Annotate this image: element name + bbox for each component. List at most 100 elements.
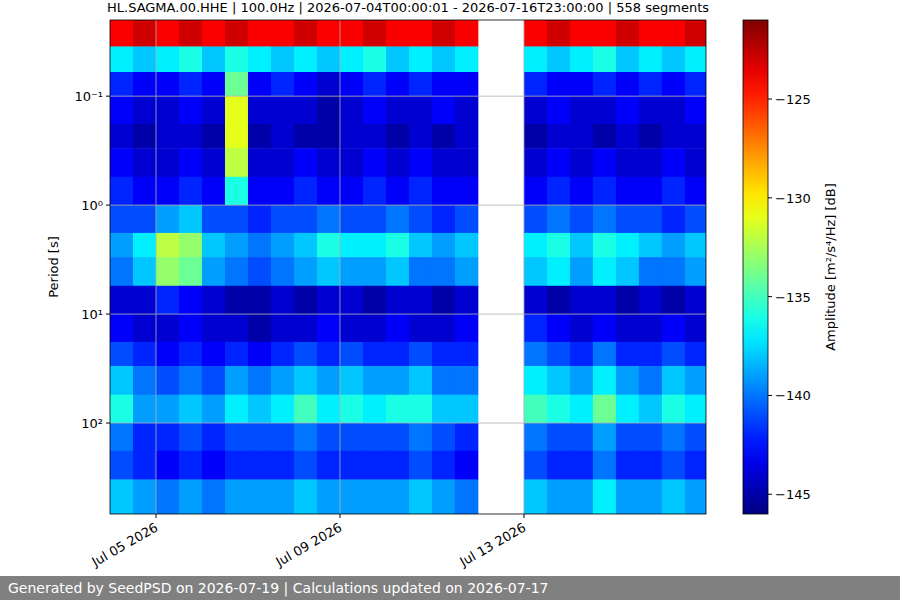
- cell: [524, 205, 547, 233]
- cell: [616, 205, 639, 233]
- cell: [294, 72, 317, 97]
- grid-line: [110, 423, 706, 424]
- cell: [570, 124, 593, 149]
- cell: [386, 286, 409, 315]
- y-tick-label: 10¹: [81, 307, 103, 322]
- cell: [294, 451, 317, 480]
- cell: [225, 451, 248, 480]
- cell: [662, 148, 685, 177]
- cell: [386, 148, 409, 177]
- cell: [156, 72, 179, 97]
- cell: [248, 257, 271, 286]
- cell: [202, 342, 225, 367]
- cell: [593, 46, 616, 72]
- cell: [317, 314, 340, 342]
- cell: [248, 46, 271, 72]
- cell: [294, 124, 317, 149]
- y-tick: [106, 423, 110, 424]
- cell: [386, 96, 409, 124]
- cell: [570, 395, 593, 424]
- cell: [179, 72, 202, 97]
- cell: [570, 423, 593, 451]
- cell: [271, 233, 294, 258]
- cell: [524, 72, 547, 97]
- colorbar-tick-label: −125: [775, 92, 811, 107]
- cell: [317, 366, 340, 395]
- cell: [432, 20, 455, 47]
- cell: [110, 366, 133, 395]
- cell: [386, 46, 409, 72]
- cell: [409, 233, 432, 258]
- cell: [547, 148, 570, 177]
- cell: [248, 96, 271, 124]
- cell: [202, 366, 225, 395]
- cell: [110, 423, 133, 451]
- cell: [156, 286, 179, 315]
- cell: [386, 124, 409, 149]
- cell: [570, 286, 593, 315]
- cell: [616, 342, 639, 367]
- cell: [409, 72, 432, 97]
- colorbar-title: Amplitude [m²/s⁴/Hz] [dB]: [823, 183, 838, 351]
- cell: [294, 395, 317, 424]
- cell: [455, 366, 478, 395]
- cell: [179, 366, 202, 395]
- cell: [685, 96, 706, 124]
- cell: [570, 342, 593, 367]
- grid-line: [110, 96, 706, 97]
- cell: [156, 148, 179, 177]
- cell: [432, 451, 455, 480]
- cell: [386, 177, 409, 206]
- cell: [179, 177, 202, 206]
- x-tick: [155, 514, 156, 518]
- cell: [248, 366, 271, 395]
- cell: [547, 342, 570, 367]
- cell: [432, 286, 455, 315]
- cell: [386, 423, 409, 451]
- cell: [110, 451, 133, 480]
- cell: [317, 96, 340, 124]
- cell: [271, 124, 294, 149]
- cell: [455, 342, 478, 367]
- cell: [639, 423, 662, 451]
- cell: [524, 314, 547, 342]
- cell: [110, 20, 133, 47]
- cell: [432, 205, 455, 233]
- cell: [202, 314, 225, 342]
- cell: [409, 205, 432, 233]
- cell: [225, 124, 248, 149]
- cell: [202, 257, 225, 286]
- cell: [179, 20, 202, 47]
- cell: [662, 342, 685, 367]
- cell: [363, 20, 386, 47]
- cell: [593, 314, 616, 342]
- cell: [616, 286, 639, 315]
- cell: [616, 314, 639, 342]
- cell: [616, 20, 639, 47]
- colorbar-tick: [768, 99, 772, 100]
- x-tick: [339, 514, 340, 518]
- cell: [133, 124, 156, 149]
- cell: [593, 342, 616, 367]
- cell: [317, 20, 340, 47]
- cell: [110, 124, 133, 149]
- cell: [225, 395, 248, 424]
- cell: [363, 314, 386, 342]
- cell: [156, 366, 179, 395]
- cell: [432, 233, 455, 258]
- cell: [432, 480, 455, 514]
- cell: [340, 96, 363, 124]
- cell: [133, 257, 156, 286]
- cell: [202, 423, 225, 451]
- cell: [570, 148, 593, 177]
- colorbar-tick-label: −140: [775, 388, 811, 403]
- cell: [248, 177, 271, 206]
- cell: [363, 366, 386, 395]
- cell: [662, 177, 685, 206]
- cell: [685, 46, 706, 72]
- cell: [409, 395, 432, 424]
- cell: [662, 480, 685, 514]
- cell: [662, 395, 685, 424]
- cell: [179, 148, 202, 177]
- cell: [271, 480, 294, 514]
